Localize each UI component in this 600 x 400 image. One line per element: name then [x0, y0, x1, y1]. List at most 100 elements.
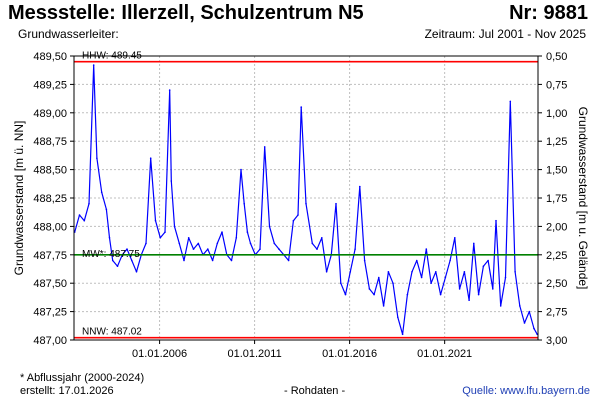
y-tick-label: 489,25: [33, 79, 67, 91]
y2-axis-title: Grundwasserstand [m u. Gelände]: [576, 107, 590, 290]
data-point: [487, 259, 489, 262]
created-date: erstellt: 17.01.2026: [20, 385, 114, 397]
y-tick-label: 487,25: [33, 307, 67, 319]
y2-tick-label: 1,25: [546, 136, 567, 148]
footnote-discharge-year: * Abflussjahr (2000-2024): [20, 372, 145, 384]
x-tick-label: 01.01.2006: [132, 348, 187, 360]
data-point: [504, 276, 507, 279]
data-point: [435, 271, 437, 273]
data-point: [449, 259, 451, 262]
data-point: [416, 259, 418, 262]
station-title: Messstelle: Illerzell, Schulzentrum N5: [8, 2, 364, 24]
data-point: [473, 242, 475, 245]
station-number: Nr: 9881: [509, 2, 588, 24]
data-point: [273, 242, 276, 245]
data-point: [533, 327, 535, 330]
y-tick-label: 488,50: [33, 165, 67, 177]
data-point: [387, 271, 390, 273]
series-line-groundwater: [74, 64, 538, 335]
data-point: [401, 333, 404, 336]
data-point: [259, 248, 261, 250]
y2-tick-label: 2,75: [546, 307, 567, 319]
y2-tick-label: 0,50: [546, 51, 567, 63]
data-point: [170, 180, 173, 182]
data-point: [300, 106, 303, 108]
plot-frame: [73, 55, 539, 341]
data-point: [111, 259, 114, 262]
data-point: [145, 242, 147, 245]
data-point: [249, 242, 252, 245]
y-tick-label: 487,50: [33, 278, 67, 290]
data-point: [187, 237, 190, 239]
data-point: [349, 271, 352, 273]
data-point: [221, 231, 223, 233]
data-point: [243, 202, 245, 205]
data-point: [168, 89, 171, 91]
data-point: [378, 276, 380, 279]
data-point: [514, 271, 516, 273]
data-point: [430, 282, 432, 285]
data-point: [211, 259, 214, 262]
data-point: [268, 225, 271, 228]
reference-label-nnw: NNW: 487.02: [82, 327, 142, 338]
data-point: [444, 276, 447, 279]
data-point: [305, 202, 307, 205]
data-point: [519, 305, 521, 307]
data-point: [354, 248, 356, 250]
y2-tick-label: 1,50: [546, 165, 567, 177]
data-point: [382, 305, 385, 307]
source-link[interactable]: Quelle: www.lfu.bayern.de: [462, 385, 590, 397]
data-point: [131, 259, 133, 262]
data-point: [263, 146, 266, 148]
y-tick-label: 487,00: [33, 335, 67, 347]
data-point: [216, 242, 219, 245]
data-point: [406, 293, 409, 296]
y-tick-label: 489,50: [33, 51, 67, 63]
y2-tick-label: 0,75: [546, 79, 567, 91]
data-point: [420, 276, 423, 279]
data-point: [287, 259, 290, 262]
data-point: [528, 310, 531, 313]
data-point: [316, 248, 318, 250]
data-point: [321, 237, 323, 239]
data-point: [126, 248, 128, 250]
data-point: [105, 208, 108, 211]
data-point: [499, 305, 502, 307]
data-point: [192, 248, 195, 250]
data-point: [425, 248, 428, 250]
data-point: [523, 322, 526, 324]
data-point: [178, 242, 181, 245]
data-point: [463, 271, 466, 273]
data-point: [116, 265, 119, 268]
y-tick-label: 487,75: [33, 250, 67, 262]
data-point: [135, 271, 138, 273]
x-tick-label: 01.01.2011: [227, 348, 281, 360]
x-tick-label: 01.01.2021: [417, 348, 472, 360]
data-point: [96, 157, 98, 159]
data-point: [154, 219, 157, 222]
data-point: [368, 288, 371, 290]
data-point: [246, 231, 249, 233]
data-point: [240, 168, 242, 171]
data-point: [397, 316, 399, 319]
data-point: [230, 259, 233, 262]
y2-tick-label: 3,00: [546, 335, 567, 347]
data-point: [439, 293, 442, 296]
data-point: [359, 185, 361, 188]
data-point: [149, 157, 152, 159]
data-point: [183, 259, 185, 262]
y-tick-label: 488,00: [33, 221, 67, 233]
data-point: [392, 282, 394, 285]
x-tick-label: 01.01.2016: [322, 348, 377, 360]
data-point: [373, 293, 375, 296]
y2-tick-label: 2,00: [546, 221, 567, 233]
data-point: [509, 100, 512, 103]
y-tick-label: 488,75: [33, 136, 67, 148]
data-point: [164, 231, 166, 233]
data-point: [411, 271, 413, 273]
data-point: [482, 265, 485, 268]
y2-tick-label: 1,00: [546, 108, 567, 120]
y-tick-label: 489,00: [33, 108, 67, 120]
data-point: [235, 237, 238, 239]
